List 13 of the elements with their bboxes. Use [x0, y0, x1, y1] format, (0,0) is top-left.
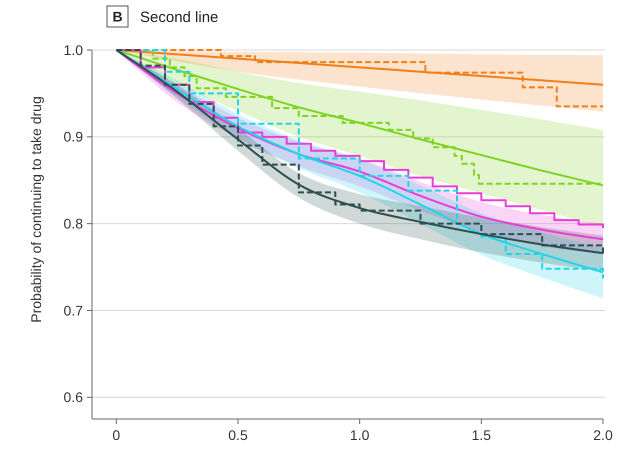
y-tick-label: 0.6: [64, 389, 84, 406]
x-tick-label: 1.0: [350, 427, 370, 443]
y-tick-label: 0.7: [64, 302, 84, 318]
y-tick-label: 0.8: [64, 216, 84, 232]
x-tick-label: 0.5: [228, 427, 248, 443]
y-tick-label: 1.0: [64, 42, 84, 58]
y-tick-label: 0.9: [64, 128, 84, 145]
x-tick-label: 0: [112, 427, 120, 443]
x-tick-label: 1.5: [472, 427, 492, 443]
chart-title: Second line: [140, 9, 218, 26]
text: B: [112, 8, 123, 24]
y-axis-title: Probability of continuing to take drug: [28, 96, 44, 323]
x-tick-label: 2.0: [593, 427, 613, 443]
